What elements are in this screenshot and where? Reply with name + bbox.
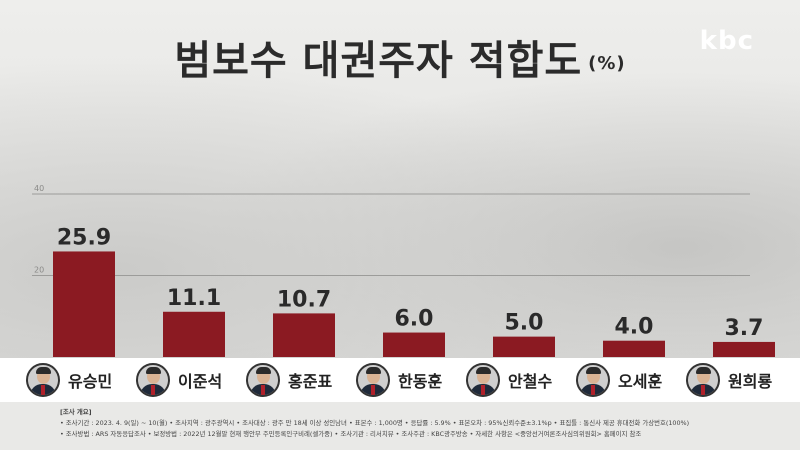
bar-1 (163, 311, 225, 357)
candidate-photo-icon (136, 363, 170, 397)
x-tick-label-2: 홍준표 (288, 372, 333, 391)
bar-2 (273, 313, 335, 357)
unit-label: (%) (588, 52, 626, 74)
bar-value-label-3: 6.0 (395, 307, 434, 332)
bar-value-label-4: 5.0 (505, 311, 544, 336)
survey-overview-line-1: • 조사기간 : 2023. 4. 9(일) ~ 10(월) • 조사지역 : … (60, 419, 690, 427)
candidate-label-2: 홍준표 (246, 361, 332, 399)
candidate-photo-icon (356, 363, 390, 397)
y-tick-label-40: 40 (34, 184, 44, 193)
candidate-label-6: 원희룡 (686, 361, 772, 399)
x-tick-label-4: 안철수 (508, 372, 553, 391)
bar-0 (53, 251, 115, 357)
bar-4 (493, 336, 555, 357)
candidate-label-1: 이준석 (136, 361, 222, 399)
x-tick-label-1: 이준석 (178, 372, 223, 391)
chart-title-text: 범보수 대권주자 적합도 (174, 38, 583, 84)
candidate-photo-icon (576, 363, 610, 397)
candidate-label-5: 오세훈 (576, 361, 662, 399)
bar-5 (603, 340, 665, 357)
bar-value-label-1: 11.1 (167, 286, 221, 311)
kbc-logo: kbc (699, 26, 754, 56)
candidate-label-0: 유승민 (26, 361, 112, 399)
x-tick-label-3: 한동훈 (398, 372, 443, 391)
x-tick-label-5: 오세훈 (618, 372, 663, 391)
y-tick-label-20: 20 (34, 266, 44, 275)
survey-overview: [조사 개요] • 조사기간 : 2023. 4. 9(일) ~ 10(월) •… (0, 402, 800, 450)
survey-overview-heading: [조사 개요] (60, 408, 92, 416)
candidate-photo-icon (246, 363, 280, 397)
bar-value-label-2: 10.7 (277, 287, 331, 312)
candidate-name-strip (0, 358, 800, 402)
x-tick-label-0: 유승민 (68, 372, 113, 391)
bar-value-label-0: 25.9 (57, 225, 111, 250)
bar-value-label-6: 3.7 (725, 316, 764, 341)
candidate-photo-icon (466, 363, 500, 397)
candidate-photo-icon (686, 363, 720, 397)
candidate-label-3: 한동훈 (356, 361, 442, 399)
survey-overview-line-2: • 조사방법 : ARS 자동응답조사 • 보정방법 : 2022년 12월말 … (60, 430, 642, 438)
bar-value-label-5: 4.0 (615, 315, 654, 340)
candidate-photo-icon (26, 363, 60, 397)
bar-6 (713, 341, 775, 357)
candidate-label-4: 안철수 (466, 361, 552, 399)
chart-title: 범보수 대권주자 적합도 (%) (0, 28, 800, 86)
bar-3 (383, 332, 445, 357)
x-tick-label-6: 원희룡 (728, 372, 773, 391)
